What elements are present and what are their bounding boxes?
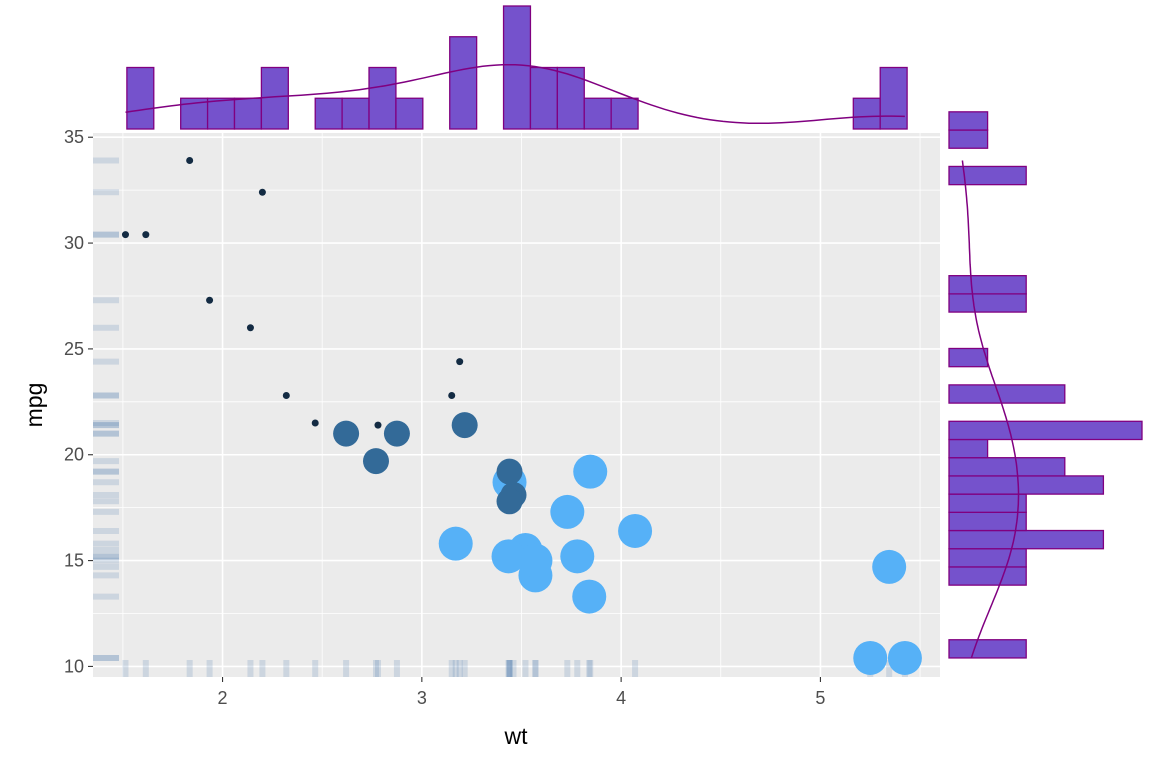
right-histogram-bar <box>948 438 989 459</box>
top-histogram-bar <box>233 97 263 130</box>
panel-background <box>93 133 940 677</box>
data-point <box>572 579 607 614</box>
y-tick-label: 25 <box>64 339 84 359</box>
data-point <box>246 324 254 332</box>
top-histogram-bar <box>556 66 585 130</box>
grid-lines <box>93 133 940 677</box>
right-histogram-bar <box>948 420 1143 441</box>
x-tick-label: 4 <box>616 688 626 708</box>
top-histogram-bar <box>260 66 289 130</box>
right-histogram-bar <box>948 493 1027 513</box>
y-tick-label: 35 <box>64 127 84 147</box>
data-point <box>451 412 478 439</box>
right-histogram-bar <box>948 165 1027 186</box>
top-histogram-bar <box>206 97 236 130</box>
top-histogram-bar <box>395 97 424 130</box>
top-histogram-bar <box>126 66 155 130</box>
y-tick-label: 15 <box>64 551 84 571</box>
x-axis-title: wt <box>504 723 529 749</box>
data-point <box>560 539 595 574</box>
top-histogram-bar <box>341 97 370 130</box>
data-point <box>853 640 888 675</box>
x-tick-label: 3 <box>417 688 427 708</box>
right-marginal-histogram <box>948 111 1143 659</box>
right-histogram-bar <box>948 457 1066 477</box>
y-axis-title: mpg <box>21 383 47 428</box>
data-point <box>362 448 389 475</box>
y-tick-label: 30 <box>64 233 84 253</box>
top-histogram-bar <box>529 66 559 130</box>
data-point <box>887 640 922 675</box>
top-marginal-histogram <box>125 5 908 130</box>
axes: 2 3 4 5 10 15 20 25 30 35 <box>64 127 825 708</box>
data-point <box>448 391 456 399</box>
data-point <box>186 157 194 165</box>
top-histogram-bar <box>314 97 343 130</box>
data-point <box>374 421 382 429</box>
data-point <box>518 543 553 578</box>
data-point <box>383 420 410 447</box>
y-tick-label: 10 <box>64 656 84 676</box>
data-point <box>142 231 150 239</box>
plot-panel <box>93 133 940 677</box>
data-point <box>121 231 129 239</box>
top-histogram-bar <box>852 97 881 130</box>
right-histogram-bar <box>948 529 1105 550</box>
top-histogram-bar <box>502 5 532 130</box>
data-point <box>573 454 608 489</box>
data-point <box>872 549 907 584</box>
right-histogram-bar <box>948 129 989 149</box>
right-histogram-bar <box>948 639 1027 659</box>
data-point <box>456 358 464 366</box>
right-histogram-bar <box>948 275 1027 295</box>
right-histogram-bar <box>948 293 1027 313</box>
data-point <box>282 391 290 399</box>
right-histogram-bar <box>948 111 989 131</box>
data-point <box>491 539 526 574</box>
y-tick-label: 20 <box>64 445 84 465</box>
data-point <box>496 458 523 485</box>
right-density-curve <box>961 160 1020 659</box>
data-point <box>550 494 585 529</box>
top-histogram-bar <box>368 66 397 130</box>
right-histogram-bar <box>948 475 1105 495</box>
data-point <box>258 188 266 196</box>
top-histogram-bar <box>449 36 478 130</box>
data-point <box>438 526 473 561</box>
data-point <box>333 420 360 447</box>
top-histogram-bar <box>879 66 908 130</box>
data-point <box>206 296 214 304</box>
top-histogram-bar <box>583 97 612 130</box>
right-histogram-bar <box>948 548 1027 568</box>
top-histogram-bar <box>610 97 639 130</box>
x-tick-label: 5 <box>815 688 825 708</box>
data-point <box>496 488 523 515</box>
data-point <box>311 419 319 427</box>
data-point <box>618 513 653 548</box>
data-points <box>121 157 922 675</box>
right-histogram-bar <box>948 384 1066 404</box>
x-tick-label: 2 <box>218 688 228 708</box>
right-histogram-bar <box>948 511 1027 532</box>
top-density-curve <box>125 63 905 125</box>
right-histogram-bar <box>948 566 1027 586</box>
right-histogram-bar <box>948 347 989 368</box>
